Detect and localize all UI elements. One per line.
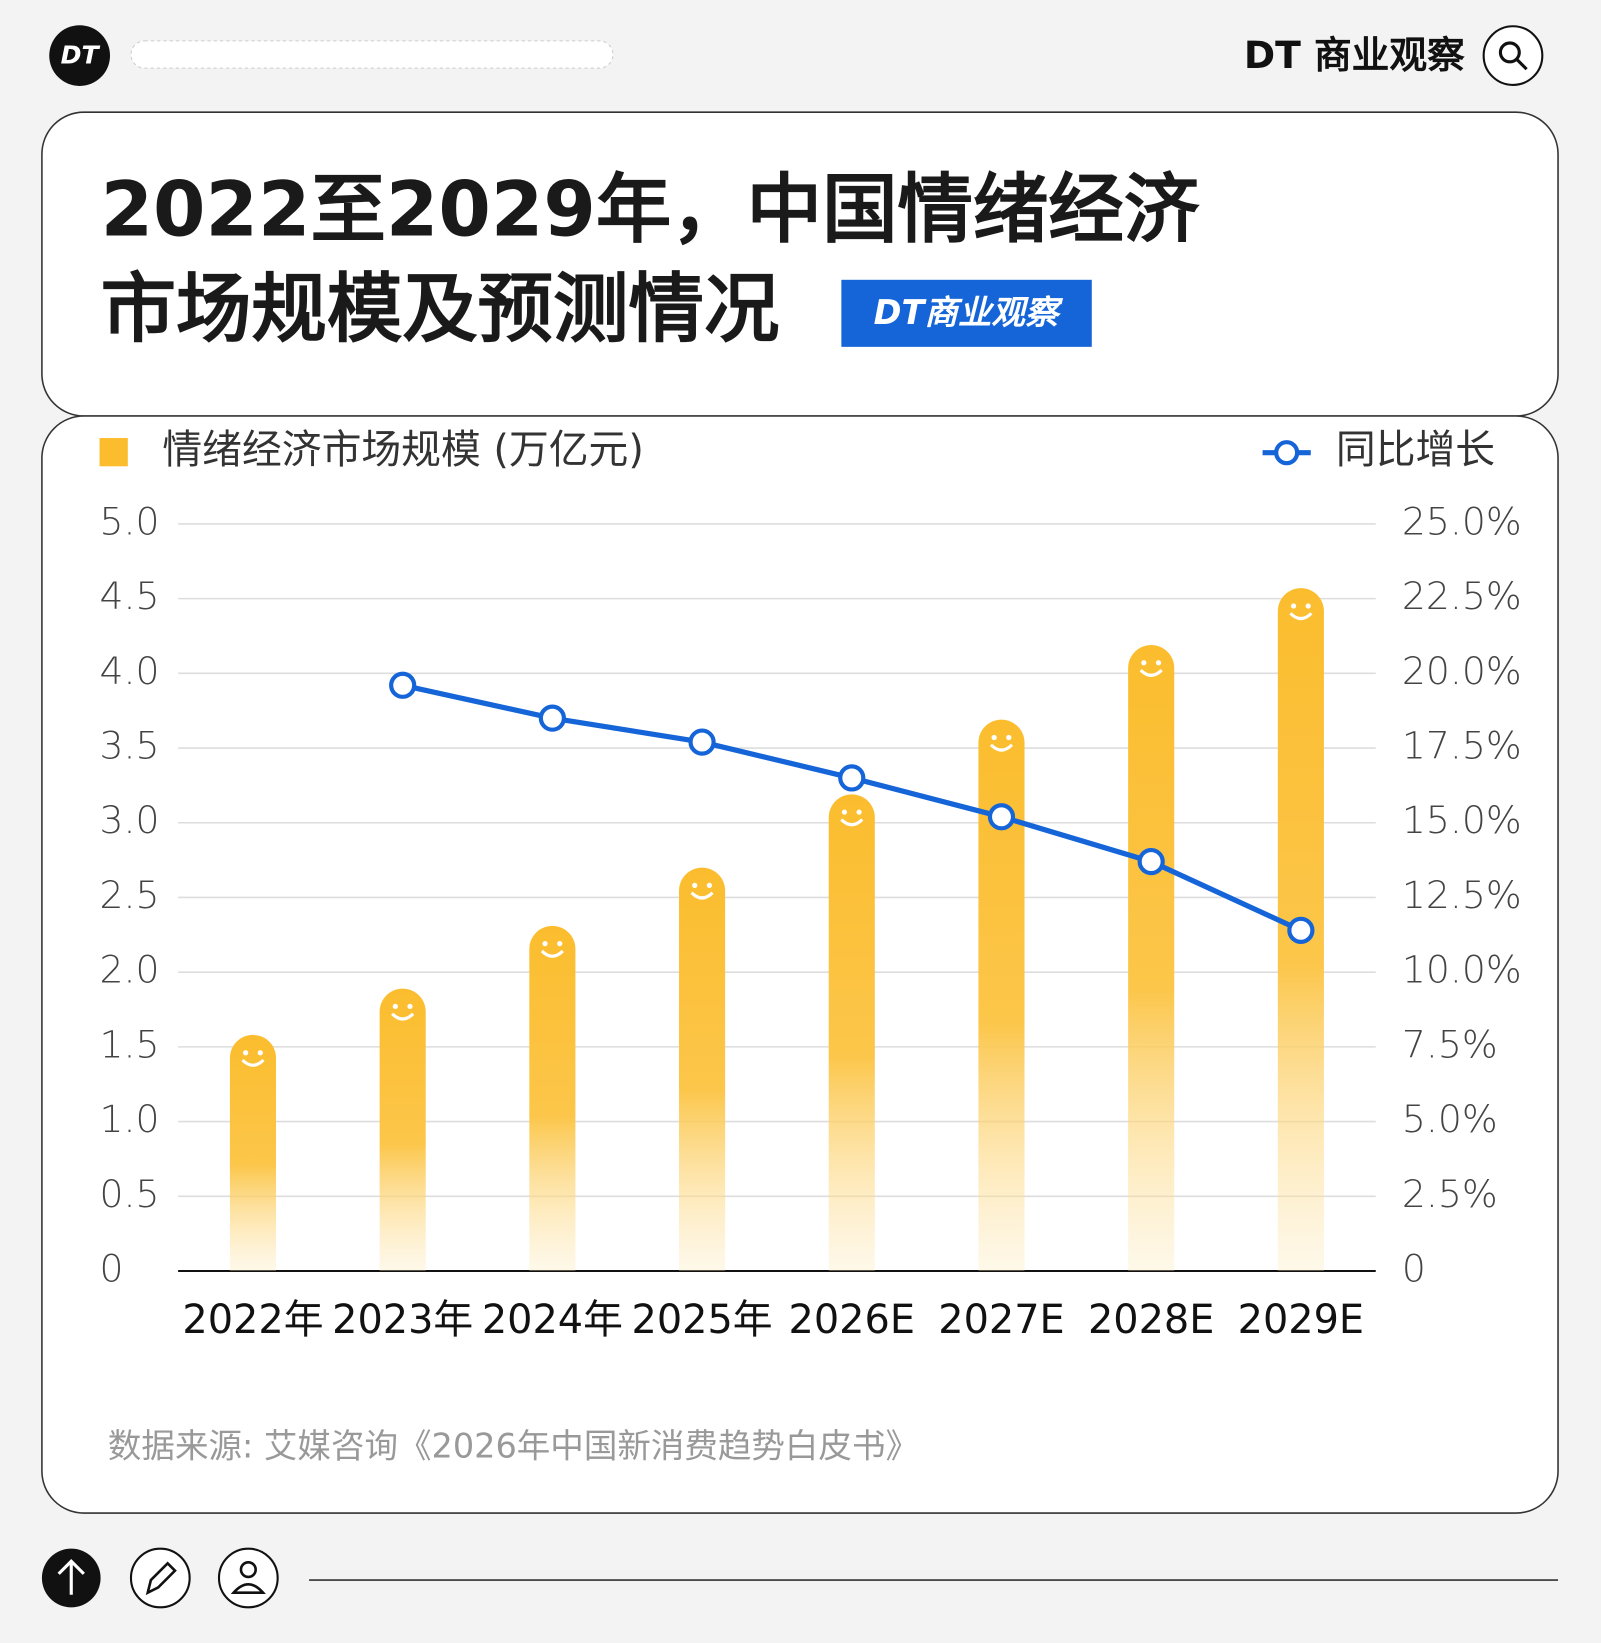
user-icon bbox=[239, 1560, 257, 1579]
bar-face bbox=[1141, 660, 1147, 666]
y2-tick-label: 12.5% bbox=[1402, 873, 1522, 917]
bar-face bbox=[1289, 612, 1313, 621]
logo[interactable] bbox=[49, 25, 111, 86]
bar-face bbox=[542, 941, 548, 947]
x-tick-label: 2029E bbox=[1238, 1297, 1364, 1343]
bar-face bbox=[840, 818, 864, 827]
bar-face bbox=[841, 809, 848, 815]
legend-label: 同比增长 bbox=[1336, 427, 1495, 473]
y-tick-label: 4.0 bbox=[100, 649, 160, 693]
line-point bbox=[538, 704, 566, 732]
y2-tick-label: 17.5% bbox=[1402, 724, 1522, 768]
chart-title: 2022至2029年，中国情绪经济 bbox=[101, 165, 1201, 253]
bar bbox=[828, 794, 875, 1271]
y-tick-label: 0.5 bbox=[100, 1172, 160, 1216]
legend-swatch bbox=[99, 438, 128, 467]
y2-tick-label: 7.5% bbox=[1402, 1022, 1498, 1066]
chart-title: 市场规模及预测情况 bbox=[101, 265, 780, 353]
brand: DT 商业观察 bbox=[1244, 33, 1465, 77]
line-point bbox=[389, 671, 417, 699]
y-tick-label: 1.0 bbox=[100, 1097, 160, 1141]
edit-button[interactable] bbox=[129, 1547, 191, 1609]
user-icon bbox=[230, 1582, 266, 1594]
y-tick-label: 2.0 bbox=[100, 948, 160, 992]
bar-face bbox=[856, 809, 862, 815]
y-tick-label: 0 bbox=[100, 1246, 124, 1290]
y-tick-label: 4.5 bbox=[100, 574, 160, 618]
y2-tick-label: 2.5% bbox=[1402, 1172, 1498, 1216]
bar-face bbox=[1155, 660, 1162, 666]
y2-tick-label: 0 bbox=[1402, 1246, 1426, 1290]
chart-card bbox=[41, 415, 1559, 1514]
y2-tick-label: 25.0% bbox=[1402, 499, 1522, 543]
y-tick-label: 5.0 bbox=[100, 499, 160, 543]
bar-face bbox=[991, 734, 997, 741]
bar-face bbox=[243, 1050, 249, 1056]
bar-face bbox=[692, 882, 698, 889]
badge-text: DT商业观察 bbox=[874, 293, 1064, 332]
bar bbox=[1128, 644, 1175, 1271]
bar-face bbox=[1139, 668, 1163, 677]
y2-tick-label: 15.0% bbox=[1402, 798, 1522, 842]
search-icon bbox=[1498, 41, 1521, 64]
bar-face bbox=[241, 1058, 265, 1067]
line-point bbox=[838, 764, 866, 792]
y2-tick-label: 20.0% bbox=[1402, 649, 1522, 693]
x-tick-label: 2022年 bbox=[182, 1297, 323, 1343]
search-bar[interactable] bbox=[130, 40, 614, 69]
y-tick-label: 3.0 bbox=[100, 798, 160, 842]
line-point bbox=[1137, 847, 1165, 876]
bar bbox=[679, 867, 726, 1271]
bar-face bbox=[706, 882, 713, 889]
bar-face bbox=[557, 941, 563, 947]
logo-text: DT bbox=[61, 41, 101, 70]
x-tick-label: 2027E bbox=[938, 1297, 1064, 1343]
bar-face bbox=[690, 891, 714, 900]
y-tick-label: 2.5 bbox=[100, 873, 160, 917]
bar-face bbox=[392, 1003, 398, 1010]
y-tick-label: 1.5 bbox=[100, 1022, 160, 1066]
y2-tick-label: 22.5% bbox=[1402, 574, 1522, 618]
x-tick-label: 2024年 bbox=[482, 1297, 623, 1343]
bar-face bbox=[540, 949, 564, 958]
x-tick-label: 2026E bbox=[789, 1297, 915, 1343]
up-icon bbox=[57, 1559, 85, 1595]
badge bbox=[841, 279, 1092, 347]
line-point bbox=[688, 728, 716, 756]
bar bbox=[229, 1034, 277, 1271]
legend-label: 情绪经济市场规模 (万亿元) bbox=[162, 427, 643, 473]
y2-tick-label: 5.0% bbox=[1402, 1097, 1498, 1141]
y2-tick-label: 10.0% bbox=[1402, 948, 1522, 992]
bar-face bbox=[391, 1012, 415, 1021]
bar-face bbox=[1305, 603, 1311, 609]
line-point bbox=[1287, 916, 1315, 944]
x-tick-label: 2023年 bbox=[332, 1297, 473, 1343]
bar-face bbox=[1290, 603, 1297, 609]
bar bbox=[379, 988, 426, 1271]
bar-face bbox=[257, 1050, 263, 1056]
bar-face bbox=[407, 1003, 413, 1010]
edit-icon bbox=[145, 1561, 177, 1596]
y-tick-label: 3.5 bbox=[100, 724, 160, 768]
line-point bbox=[987, 803, 1016, 831]
bar-face bbox=[1006, 734, 1012, 741]
bar bbox=[529, 925, 576, 1271]
search-icon bbox=[1516, 58, 1528, 71]
legend-swatch bbox=[1274, 440, 1300, 466]
x-tick-label: 2025年 bbox=[632, 1297, 773, 1343]
bar bbox=[978, 719, 1025, 1271]
search-button[interactable] bbox=[1482, 25, 1544, 86]
bar-face bbox=[989, 743, 1014, 752]
x-tick-label: 2028E bbox=[1088, 1297, 1214, 1343]
source: 数据来源: 艾媒咨询《2026年中国新消费趋势白皮书》 bbox=[108, 1427, 919, 1466]
